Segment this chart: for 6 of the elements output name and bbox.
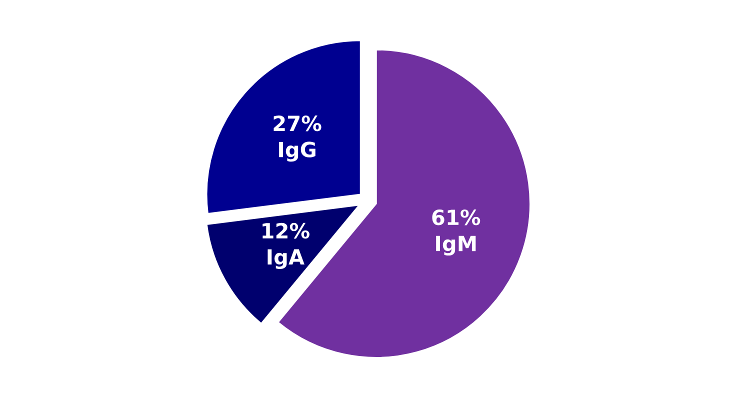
data-label: 61% bbox=[432, 209, 480, 226]
slice-label: IgA bbox=[268, 249, 304, 269]
data-label: 27% bbox=[274, 116, 322, 132]
slice-label: IgG bbox=[279, 142, 316, 162]
data-label: 12% bbox=[262, 222, 310, 239]
slice-label: IgM bbox=[436, 236, 476, 256]
